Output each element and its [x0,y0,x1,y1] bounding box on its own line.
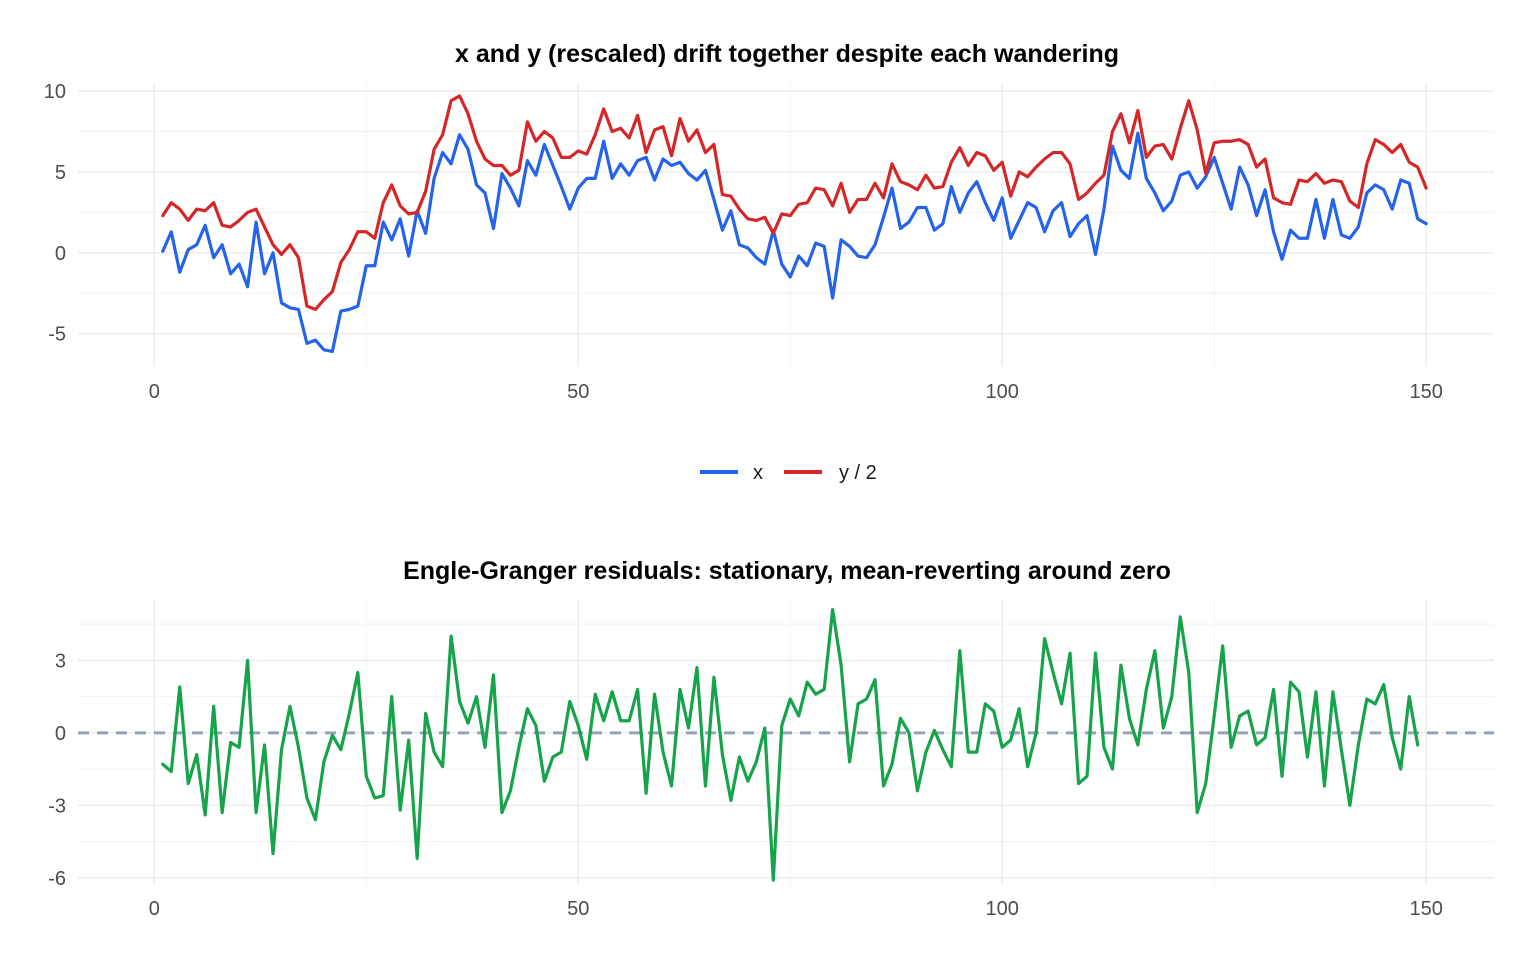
bottom-panel: Engle-Granger residuals: stationary, mea… [48,557,1494,920]
x-tick-label: 0 [149,381,160,403]
x-tick-label: 150 [1409,381,1442,403]
top-series-lines [161,94,1428,354]
top-y-axis: -5 0 5 10 [44,81,66,346]
top-x-axis: 0 50 100 150 [149,381,1443,403]
bottom-plot-grid [78,600,1494,885]
y-tick-label: 10 [44,81,66,103]
y-tick-label: -6 [48,868,66,890]
y-tick-label: 0 [55,243,66,265]
legend-label-y-half: y / 2 [839,462,877,484]
x-tick-label: 100 [986,381,1019,403]
legend-item-y-half: y / 2 [784,462,877,484]
y-tick-label: -3 [48,795,66,817]
bottom-series-lines [161,608,1420,882]
y-tick-label: 5 [55,162,66,184]
x-tick-label: 50 [567,381,589,403]
x-tick-label: 0 [149,898,160,920]
x-tick-label: 50 [567,898,589,920]
y-tick-label: -5 [48,324,66,346]
top-plot-grid [78,83,1494,366]
top-chart-title: x and y (rescaled) drift together despit… [455,40,1119,68]
series-line-y-2 [161,94,1428,311]
legend-label-x: x [753,462,763,484]
x-tick-label: 150 [1409,898,1442,920]
top-panel: x and y (rescaled) drift together despit… [44,40,1494,403]
legend: x y / 2 [700,462,877,484]
y-tick-label: 0 [55,723,66,745]
bottom-y-axis: -6 -3 0 3 [48,650,66,889]
residuals-line [161,608,1420,882]
bottom-chart-title: Engle-Granger residuals: stationary, mea… [403,557,1171,585]
series-line-x [161,131,1428,354]
bottom-x-axis: 0 50 100 150 [149,898,1443,920]
legend-item-x: x [700,462,763,484]
x-tick-label: 100 [986,898,1019,920]
y-tick-label: 3 [55,650,66,672]
